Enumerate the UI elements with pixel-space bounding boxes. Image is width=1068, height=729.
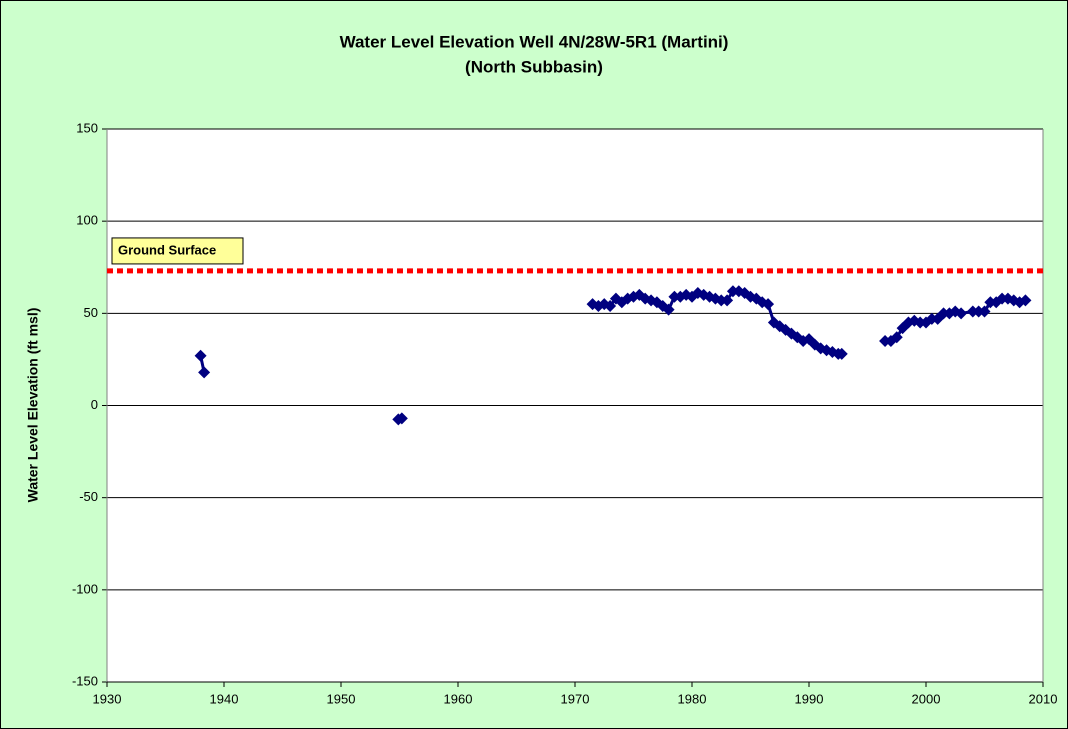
x-tick-label: 1980 — [678, 691, 707, 706]
data-point — [198, 366, 211, 379]
y-tick-label: 50 — [84, 305, 98, 320]
x-tick-label: 1970 — [561, 691, 590, 706]
data-point — [395, 412, 408, 425]
y-tick-label: 0 — [91, 397, 98, 412]
data-point — [604, 299, 617, 312]
data-point — [890, 331, 903, 344]
y-tick-label: -100 — [72, 581, 98, 596]
data-point — [835, 347, 848, 360]
annotation-label: Ground Surface — [118, 242, 216, 257]
x-tick-label: 1990 — [795, 691, 824, 706]
y-tick-label: 100 — [76, 213, 98, 228]
y-tick-label: -50 — [79, 489, 98, 504]
y-tick-label: 150 — [76, 120, 98, 135]
y-tick-label: -150 — [72, 673, 98, 688]
data-point — [762, 298, 775, 311]
annotation-box — [111, 237, 244, 265]
data-point — [1019, 294, 1032, 307]
data-point — [721, 294, 734, 307]
data-point — [955, 307, 968, 320]
chart-title: Water Level Elevation Well 4N/28W-5R1 (M… — [340, 32, 729, 51]
x-tick-label: 1960 — [444, 691, 473, 706]
x-tick-label: 1940 — [210, 691, 239, 706]
x-tick-label: 2000 — [912, 691, 941, 706]
data-point — [662, 303, 675, 316]
data-point — [978, 305, 991, 318]
x-tick-label: 1950 — [327, 691, 356, 706]
y-axis-title: Water Level Elevation (ft msl) — [25, 308, 41, 503]
data-point — [194, 349, 207, 362]
x-tick-label: 1930 — [93, 691, 122, 706]
chart-subtitle: (North Subbasin) — [465, 57, 603, 76]
x-tick-label: 2010 — [1029, 691, 1058, 706]
